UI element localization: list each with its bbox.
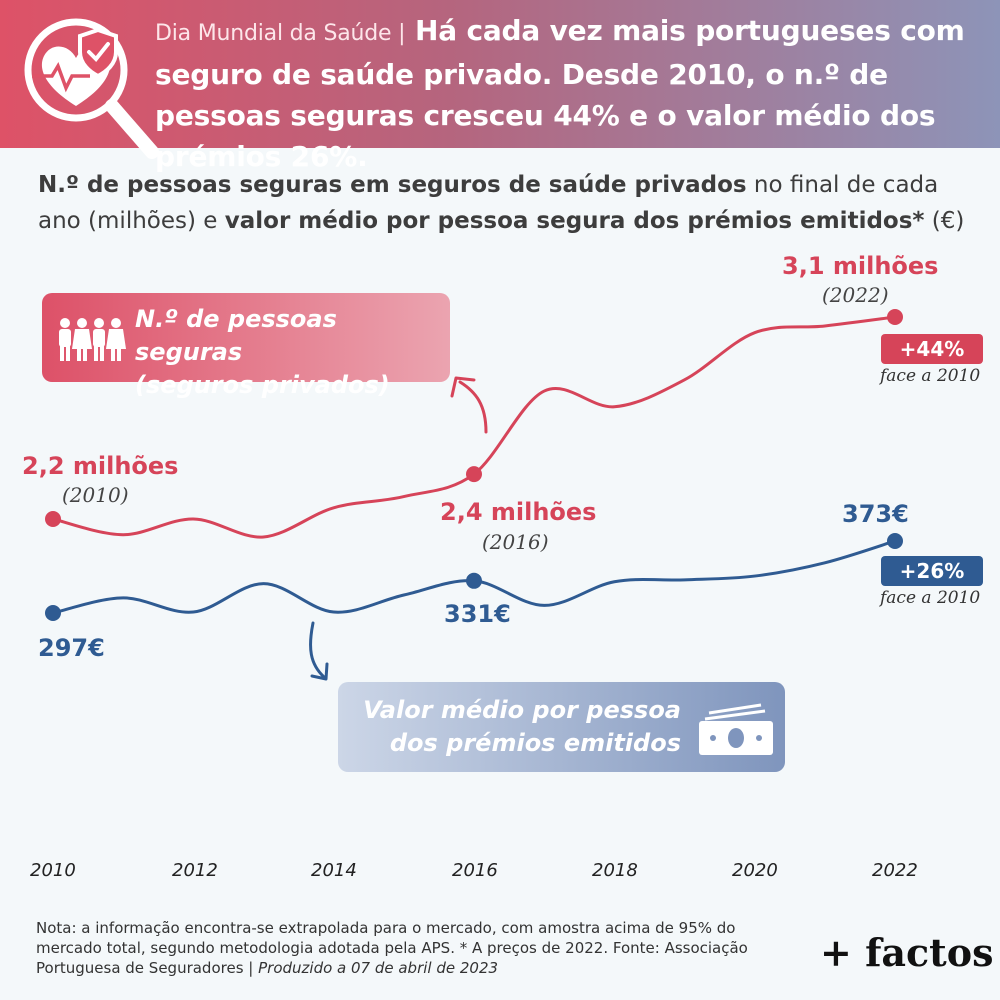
chart-subtitle: N.º de pessoas seguras em seguros de saú… [38,167,988,239]
blue-legend-arrowhead [310,662,329,681]
data-point-2016 [466,572,482,589]
red-start-year-label: (2010) [62,483,129,507]
heart-shield-magnifier-icon [24,18,159,159]
blue-change-reference: face a 2010 [880,588,981,608]
data-point-2022 [887,309,903,325]
title-kicker: Dia Mundial da Saúde | [155,21,406,46]
x-tick: 2014 [311,860,357,881]
legend-blue-line1: Valor médio por pessoa [363,696,681,724]
footnote-text: Nota: a informação encontra-se extrapola… [36,919,748,977]
subtitle-bold-1: N.º de pessoas seguras em seguros de saú… [38,172,747,198]
data-point-2022 [887,533,903,549]
blue-mid-value-label: 331€ [444,600,511,628]
legend-premium-label: Valor médio por pessoa dos prémios emitid… [338,694,681,760]
brand-logo: + factos [820,930,994,975]
x-tick: 2020 [732,860,778,881]
blue-change-badge: +26% [881,556,983,586]
blue-legend-arrow [309,621,326,679]
produced-date: Produzido a 07 de abril de 2023 [258,959,499,977]
x-tick: 2016 [452,860,498,881]
x-tick: 2018 [592,860,638,881]
legend-insured-label: N.º de pessoas seguras (seguros privados) [135,303,450,402]
x-tick: 2012 [172,860,218,881]
series-line-insured-people [52,315,896,539]
legend-red-line2: (seguros privados) [135,371,390,399]
subtitle-bold-3: valor médio por pessoa segura dos prémio… [224,208,925,234]
header-banner: Dia Mundial da Saúde | Há cada vez mais … [0,0,1000,173]
legend-blue-line2: dos prémios emitidos [389,729,681,757]
red-change-badge: +44% [881,334,983,364]
data-point-2010 [45,605,61,621]
legend-insured-people: N.º de pessoas seguras (seguros privados) [42,293,450,399]
people-group-icon [59,318,126,361]
subtitle-text-2: no final de cada ano (milhões) e [38,172,939,234]
page-title: Dia Mundial da Saúde | Há cada vez mais … [155,10,990,177]
banknotes-icon [699,703,773,755]
red-legend-arrowhead [450,376,476,398]
blue-start-value-label: 297€ [38,634,105,662]
red-start-value-label: 2,2 milhões [22,452,179,480]
red-change-reference: face a 2010 [880,366,981,386]
title-text: Há cada vez mais portugueses com seguro … [155,14,965,173]
red-end-value-label: 3,1 milhões [782,252,939,280]
subtitle-text-4: (€) [924,208,965,234]
red-legend-arrow [458,380,488,434]
footnote: Nota: a informação encontra-se extrapola… [36,918,806,978]
blue-end-value-label: 373€ [842,500,909,528]
red-end-year-label: (2022) [822,283,889,307]
red-mid-value-label: 2,4 milhões [440,498,597,526]
legend-average-premium: Valor médio por pessoa dos prémios emitid… [338,682,785,772]
x-tick: 2010 [30,860,76,881]
data-point-2016 [466,466,482,483]
data-point-2010 [45,511,61,527]
legend-red-line1: N.º de pessoas seguras [135,305,337,366]
red-mid-year-label: (2016) [482,530,549,554]
x-tick: 2022 [872,860,918,881]
